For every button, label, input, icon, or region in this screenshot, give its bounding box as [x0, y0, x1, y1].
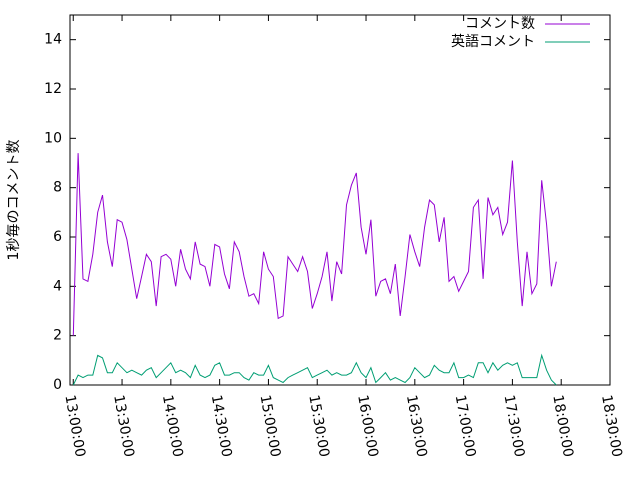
y-tick-label: 0 [53, 377, 62, 393]
legend-label: 英語コメント [451, 33, 535, 50]
y-tick-label: 6 [53, 229, 62, 245]
series-line [72, 353, 557, 386]
plot-border [69, 14, 611, 386]
y-tick-label: 8 [53, 180, 62, 196]
series-line [72, 153, 557, 336]
legend-label: コメント数 [465, 16, 535, 32]
y-tick-label: 10 [44, 130, 62, 146]
y-axis-label: 1秒毎のコメント数 [6, 140, 22, 261]
y-tick-label: 14 [44, 32, 62, 48]
y-tick-label: 12 [44, 81, 62, 97]
y-tick-label: 4 [53, 278, 62, 294]
y-tick-label: 2 [53, 328, 62, 344]
